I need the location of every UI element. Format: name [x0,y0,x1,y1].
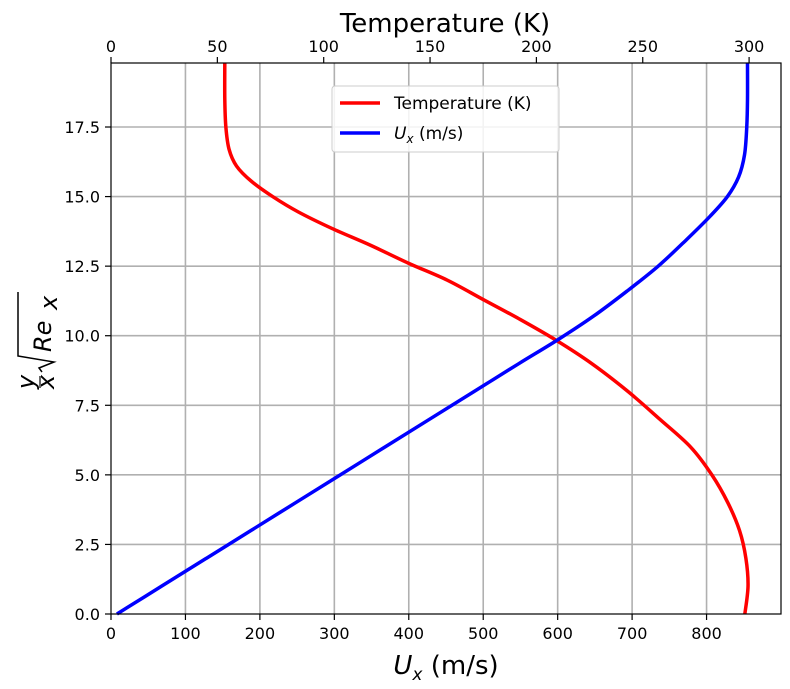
top-tick-label: 100 [308,37,339,56]
legend-velocity-base: U [394,124,407,144]
bottom-axis-title-rest: (m/s) [422,651,498,681]
top-tick-label: 150 [415,37,446,56]
bottom-tick-label: 400 [394,624,425,643]
bottom-tick-label: 200 [245,624,276,643]
y-tick-label: 15.0 [64,188,100,207]
top-tick-label: 200 [521,37,552,56]
y-label-base: Re [29,321,57,352]
y-tick-label: 0.0 [75,605,100,624]
legend-label-temperature: Temperature (K) [393,94,532,114]
bottom-tick-label: 800 [691,624,722,643]
y-tick-label: 10.0 [64,327,100,346]
y-label-den: x [32,374,60,390]
top-tick-label: 300 [734,37,765,56]
bottom-axis-title-base: U [393,651,412,681]
legend: Temperature (K) Ux (m/s) [332,86,559,152]
y-tick-label: 17.5 [64,118,100,137]
bottom-tick-label: 500 [468,624,499,643]
legend-label-velocity: Ux (m/s) [394,124,463,146]
y-tick-label: 7.5 [75,396,100,415]
y-tick-label: 5.0 [75,466,100,485]
chart: 0 100 200 300 400 500 600 700 800 0 50 100 150 200 25… [0,0,790,689]
bottom-tick-label: 300 [319,624,350,643]
y-label-sub: x [35,295,63,311]
top-tick-label: 0 [106,37,116,56]
bottom-tick-label: 0 [106,624,116,643]
bottom-tick-label: 100 [170,624,201,643]
bottom-tick-label: 700 [617,624,648,643]
top-axis-title: Temperature (K) [339,9,550,39]
bottom-tick-label: 600 [542,624,573,643]
top-tick-label: 50 [207,37,227,56]
legend-velocity-rest: (m/s) [414,124,464,144]
bottom-axis-title: Ux (m/s) [393,651,498,685]
y-tick-label: 12.5 [64,257,100,276]
y-tick-label: 2.5 [75,535,100,554]
top-tick-label: 250 [627,37,658,56]
